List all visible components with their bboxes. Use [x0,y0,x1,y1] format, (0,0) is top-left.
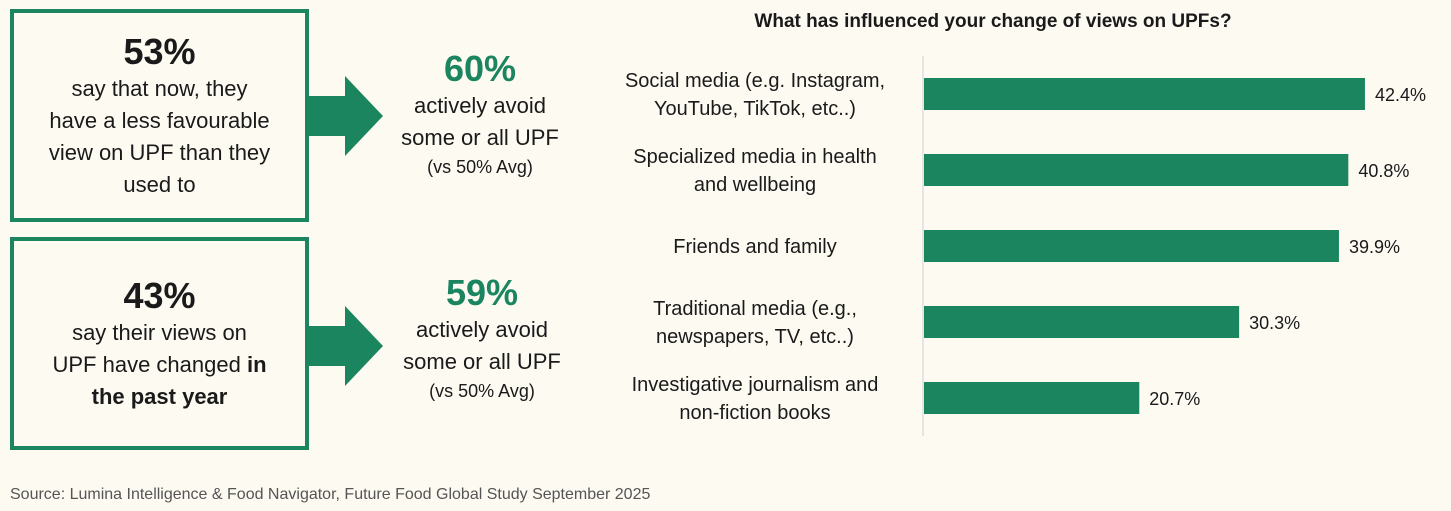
stat1-note: (vs 50% Avg) [427,157,533,177]
chart-category-line: Traditional media (e.g., [653,298,857,320]
chart-category-line: non-fiction books [679,402,830,424]
chart-category-label: Investigative journalism and non-fiction … [632,374,879,424]
chart-bar [924,230,1339,262]
stat2-line1: actively avoid [415,317,549,342]
stat1-percent: 60% [443,48,517,89]
chart-value-label: 39.9% [1349,237,1400,257]
box1-line: have a less favourable [49,107,270,133]
arrow-right-icon [305,306,383,386]
chart-title: What has influenced your change of views… [754,11,1231,32]
chart-value-label: 40.8% [1358,161,1409,181]
stat1-line2: some or all UPF [401,125,559,150]
chart-category-label: Social media (e.g. Instagram, YouTube, Ti… [625,70,885,120]
box2-line: the past year [52,381,266,413]
chart-category-line: Specialized media in health [633,146,877,168]
box2-percent: 43% [123,274,196,316]
source-note: Source: Lumina Intelligence & Food Navig… [10,486,651,503]
box2-line: say their views on [72,319,247,345]
chart-value-label: 42.4% [1375,85,1426,105]
stat-avoid-upf-2: 59% actively avoid some or all UPF (vs 5… [372,272,592,404]
chart-value-label: 30.3% [1249,313,1300,333]
stat1-line1: actively avoid [413,93,547,118]
stat-box-less-favourable: 53% say that now, they have a less favou… [10,9,309,222]
chart-category-line: newspapers, TV, etc..) [656,326,854,348]
box2-line: UPF have changed in [52,349,266,381]
chart-category-line: Friends and family [673,236,836,258]
influence-bar-chart: What has influenced your change of views… [625,11,1426,436]
box1-percent: 53% [123,30,196,72]
box1-text: say that now, they have a less favourabl… [41,73,278,201]
stat2-percent: 59% [445,272,519,313]
chart-category-label: Friends and family [673,236,836,258]
box2-line2-bold: in [246,351,267,377]
chart-category-line: YouTube, TikTok, etc..) [654,98,856,120]
box1-line: used to [123,171,196,197]
chart-bar [924,78,1365,110]
chart-bar [924,382,1140,414]
chart-bar [924,154,1349,186]
chart-category-label: Traditional media (e.g., newspapers, TV, … [653,298,857,348]
chart-category-line: and wellbeing [694,174,816,196]
chart-category-line: Investigative journalism and [632,374,879,396]
chart-category-label: Specialized media in health and wellbeing [633,146,877,196]
chart-category-line: Social media (e.g. Instagram, [625,70,885,92]
chart-bar [924,306,1240,338]
box2-line3-bold: the past year [91,383,228,409]
stat2-note: (vs 50% Avg) [429,381,535,401]
chart-value-label: 20.7% [1149,389,1200,409]
box1-line: say that now, they [71,75,248,101]
box1-line: view on UPF than they [48,139,271,165]
stat-box-changed-past-year: 43% say their views on UPF have changed … [10,237,309,450]
box2-line2-plain: UPF have changed [52,351,247,377]
stat2-line2: some or all UPF [403,349,561,374]
box2-text: say their views on UPF have changed in t… [44,317,274,413]
stat-avoid-upf-1: 60% actively avoid some or all UPF (vs 5… [370,48,590,180]
arrow-right-icon [305,76,383,156]
